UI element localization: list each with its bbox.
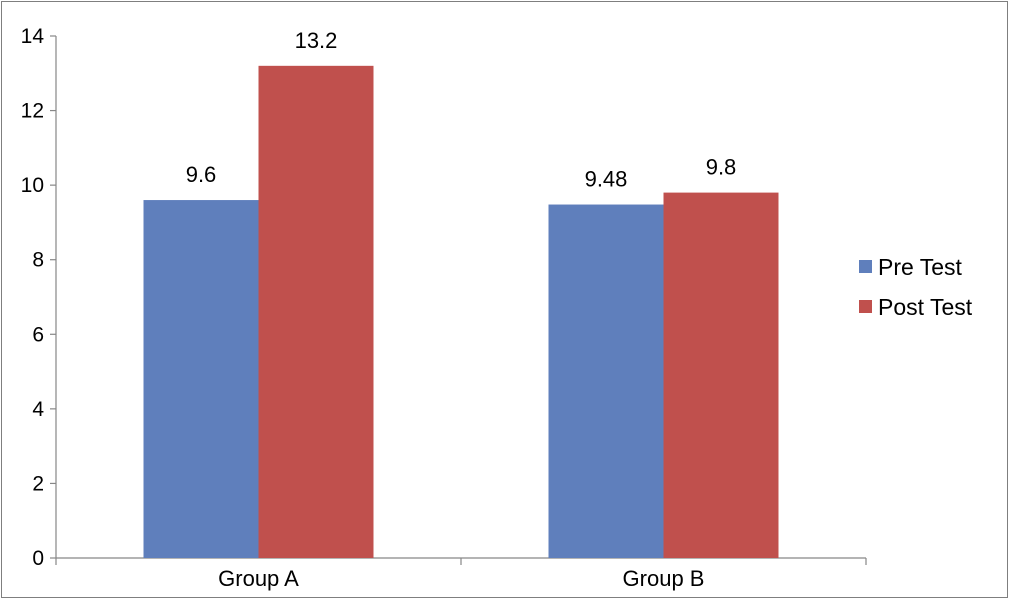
x-axis: Group A Group B bbox=[55, 557, 867, 591]
y-tick-label: 12 bbox=[21, 100, 44, 123]
y-tick-label: 14 bbox=[21, 25, 45, 48]
legend: Pre Test Post Test bbox=[859, 254, 973, 320]
y-tick-label: 2 bbox=[32, 472, 44, 495]
x-tick-label: Group B bbox=[623, 566, 705, 591]
y-tick-label: 4 bbox=[32, 398, 44, 421]
y-tick-label: 0 bbox=[32, 547, 44, 570]
bar-pre-test bbox=[548, 204, 664, 558]
legend-label: Post Test bbox=[878, 294, 973, 320]
data-label: 9.6 bbox=[186, 162, 217, 187]
data-label: 13.2 bbox=[295, 28, 338, 53]
legend-label: Pre Test bbox=[878, 254, 963, 280]
y-tick-label: 10 bbox=[21, 174, 44, 197]
x-tick-label: Group A bbox=[218, 566, 299, 591]
legend-swatch bbox=[859, 300, 872, 313]
y-tick-label: 8 bbox=[32, 249, 44, 272]
bar-pre-test bbox=[143, 200, 259, 559]
y-axis: 0 2 4 6 8 10 12 14 bbox=[21, 25, 57, 570]
data-label: 9.48 bbox=[585, 167, 628, 192]
bar-post-test bbox=[258, 65, 374, 558]
y-tick-label: 6 bbox=[32, 323, 44, 346]
data-label: 9.8 bbox=[706, 155, 737, 180]
bars bbox=[143, 65, 779, 559]
legend-swatch bbox=[859, 260, 872, 273]
bar-post-test bbox=[663, 192, 779, 558]
data-labels: 9.6 9.48 13.2 9.8 bbox=[186, 28, 737, 192]
